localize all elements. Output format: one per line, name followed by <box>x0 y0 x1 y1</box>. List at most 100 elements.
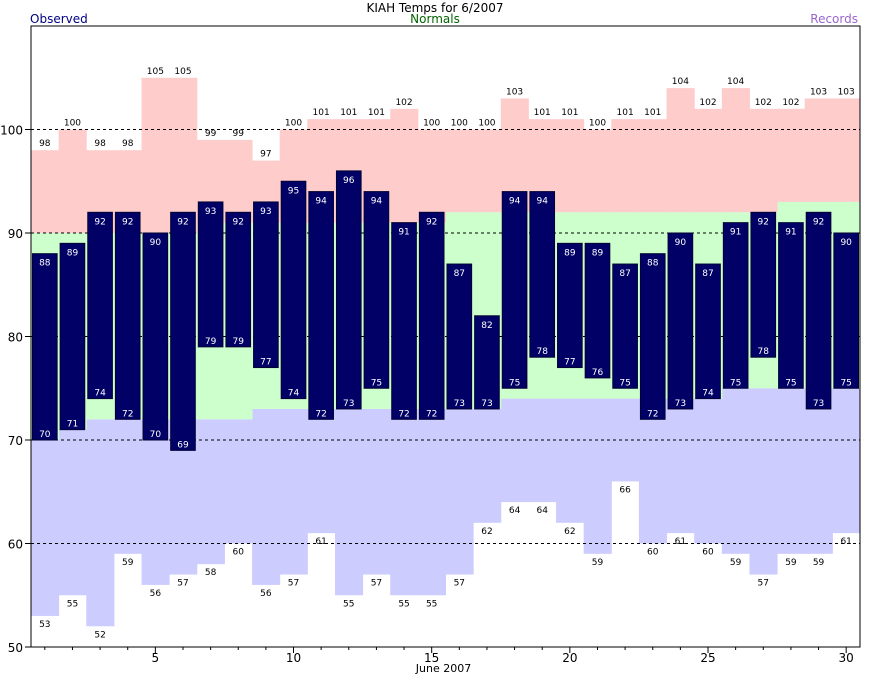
observed-low-label: 72 <box>647 409 658 419</box>
observed-high-label: 91 <box>785 228 796 238</box>
observed-bar <box>418 211 445 420</box>
record-low-bar <box>31 440 60 616</box>
observed-low-label: 79 <box>233 337 245 347</box>
record-low-bar <box>334 408 364 596</box>
observed-bar <box>639 253 666 420</box>
y-tick-label: 70 <box>8 434 23 448</box>
observed-bar <box>778 222 804 389</box>
observed-bar <box>197 201 224 348</box>
record-low-label: 60 <box>233 548 245 558</box>
record-low-label: 66 <box>619 485 631 495</box>
record-high-label: 104 <box>672 77 689 87</box>
record-high-bar <box>749 108 778 213</box>
observed-high-label: 90 <box>150 238 162 248</box>
record-low-label: 60 <box>647 548 659 558</box>
record-low-label: 55 <box>426 599 437 609</box>
record-low-label: 60 <box>702 548 714 558</box>
observed-bar <box>529 191 556 358</box>
observed-low-label: 75 <box>785 378 796 388</box>
observed-high-label: 87 <box>702 269 713 279</box>
record-high-label: 98 <box>39 139 51 149</box>
observed-low-label: 73 <box>813 399 824 409</box>
legend-records: Records <box>810 12 858 26</box>
y-tick-label: 50 <box>8 641 23 655</box>
observed-high-label: 90 <box>840 238 852 248</box>
observed-bar <box>805 211 832 410</box>
record-high-bar <box>224 139 253 223</box>
observed-bar <box>59 242 86 431</box>
record-high-label: 98 <box>94 139 106 149</box>
record-low-label: 59 <box>122 558 134 568</box>
record-low-label: 57 <box>288 579 299 589</box>
observed-high-label: 94 <box>315 197 327 207</box>
record-high-label: 102 <box>699 98 716 108</box>
observed-high-label: 92 <box>813 217 824 227</box>
observed-bar <box>667 232 694 410</box>
observed-high-label: 88 <box>647 259 659 269</box>
record-high-label: 101 <box>644 108 661 118</box>
record-high-bar <box>141 77 170 233</box>
record-high-label: 101 <box>340 108 357 118</box>
y-tick-label: 90 <box>8 227 23 241</box>
observed-bar <box>750 211 777 358</box>
observed-low-label: 75 <box>840 378 851 388</box>
observed-low-label: 75 <box>509 378 520 388</box>
x-tick-label: 30 <box>839 651 854 665</box>
observed-high-label: 94 <box>536 197 548 207</box>
observed-bar <box>335 170 362 410</box>
observed-high-label: 92 <box>426 217 437 227</box>
record-high-label: 103 <box>506 87 523 97</box>
record-low-label: 61 <box>315 537 326 547</box>
record-high-label: 98 <box>122 139 134 149</box>
observed-high-label: 89 <box>67 248 79 258</box>
x-tick-label: 15 <box>424 651 439 665</box>
record-low-bar <box>362 408 391 575</box>
observed-bar <box>142 232 169 441</box>
observed-high-label: 90 <box>675 238 687 248</box>
y-tick-label: 100 <box>0 124 23 138</box>
record-low-bar <box>473 408 502 523</box>
x-tick-label: 5 <box>152 651 160 665</box>
observed-low-label: 76 <box>592 368 604 378</box>
observed-low-label: 72 <box>122 409 133 419</box>
observed-low-label: 72 <box>398 409 409 419</box>
observed-bar <box>446 263 473 410</box>
record-low-bar <box>141 419 170 585</box>
observed-low-label: 74 <box>94 389 106 399</box>
record-low-bar <box>113 419 143 554</box>
record-low-bar <box>307 408 336 534</box>
record-low-label: 59 <box>785 558 797 568</box>
record-low-bar <box>694 398 723 544</box>
record-high-bar <box>417 129 446 223</box>
record-low-label: 57 <box>454 579 465 589</box>
record-high-label: 101 <box>313 108 330 118</box>
record-low-label: 58 <box>205 568 217 578</box>
record-low-bar <box>749 388 778 575</box>
observed-bar <box>722 222 749 389</box>
record-low-bar <box>86 419 115 627</box>
legend-observed: Observed <box>30 12 88 26</box>
observed-high-label: 94 <box>509 197 521 207</box>
observed-bar <box>363 191 390 389</box>
observed-low-label: 71 <box>67 420 78 430</box>
x-tick-label: 20 <box>562 651 577 665</box>
observed-high-label: 96 <box>343 176 355 186</box>
record-high-bar <box>611 119 640 213</box>
observed-high-label: 93 <box>260 207 271 217</box>
record-high-label: 100 <box>451 119 468 129</box>
observed-low-label: 70 <box>150 430 162 440</box>
record-low-bar <box>638 398 668 544</box>
record-low-label: 57 <box>758 579 769 589</box>
record-low-label: 52 <box>94 630 105 640</box>
record-high-bar <box>556 119 585 213</box>
observed-low-label: 75 <box>730 378 741 388</box>
record-high-label: 100 <box>285 119 302 129</box>
record-high-label: 105 <box>147 67 164 77</box>
observed-high-label: 91 <box>730 228 741 238</box>
record-high-label: 101 <box>561 108 578 118</box>
observed-low-label: 75 <box>371 378 382 388</box>
record-low-label: 53 <box>39 620 50 630</box>
record-low-bar <box>417 408 446 596</box>
observed-low-label: 72 <box>315 409 326 419</box>
